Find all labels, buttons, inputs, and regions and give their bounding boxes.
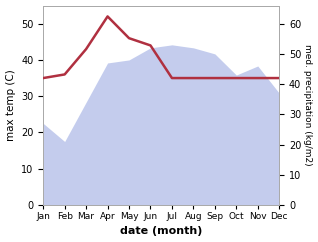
- Y-axis label: max temp (C): max temp (C): [5, 69, 16, 141]
- Y-axis label: med. precipitation (kg/m2): med. precipitation (kg/m2): [303, 45, 313, 166]
- X-axis label: date (month): date (month): [120, 227, 203, 236]
